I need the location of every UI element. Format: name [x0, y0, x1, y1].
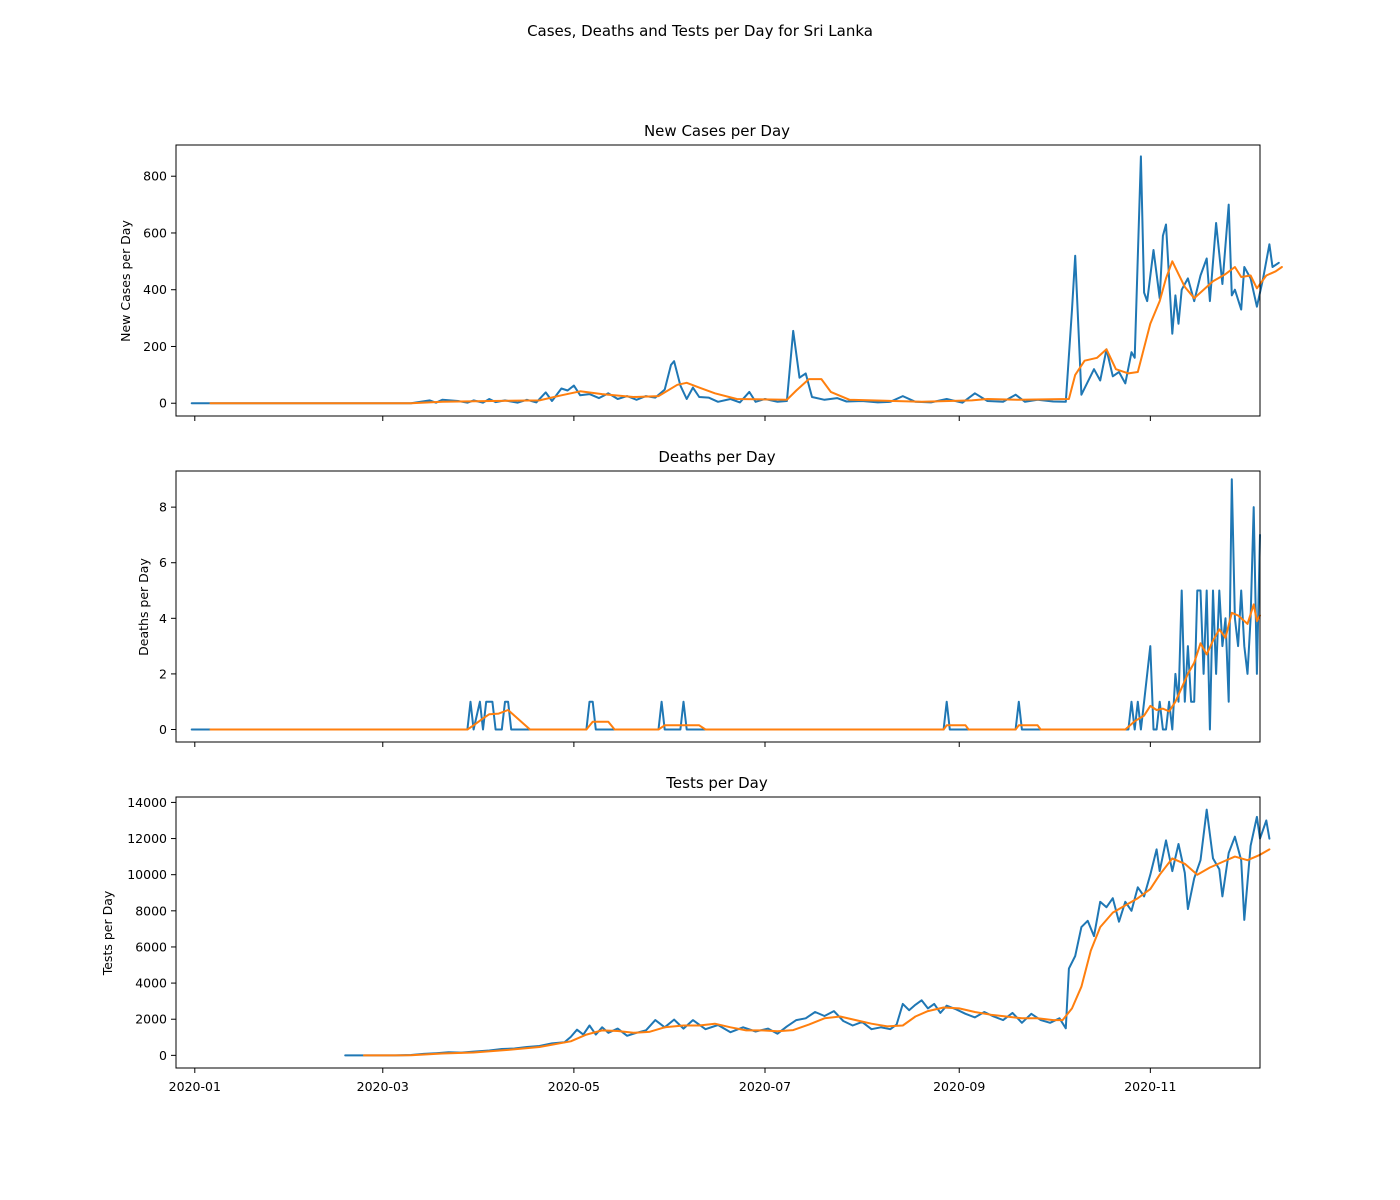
y-axis-label: Deaths per Day — [136, 558, 151, 656]
series-daily-line — [344, 808, 1271, 1057]
series-lines — [190, 478, 1261, 731]
y-tick-label: 2 — [159, 666, 167, 681]
y-tick-label: 12000 — [127, 831, 167, 846]
y-ticks: 0 200 400 600 800 — [143, 169, 176, 411]
x-tick-label: 2020-11 — [1124, 1079, 1176, 1094]
x-tick-label: 2020-03 — [357, 1079, 409, 1094]
series-rolling-average-line — [363, 848, 1271, 1057]
y-tick-label: 0 — [159, 1048, 167, 1063]
series-lines — [344, 808, 1271, 1057]
y-tick-label: 4 — [159, 611, 167, 626]
y-axis-label: New Cases per Day — [118, 220, 133, 342]
panel-title: Tests per Day — [665, 774, 768, 792]
x-ticks — [194, 416, 1151, 421]
panel-new-cases: New Cases per Day New Cases per Day 0 200… — [118, 122, 1283, 421]
plot-frame — [175, 470, 1261, 743]
figure-title: Cases, Deaths and Tests per Day for Sri … — [527, 22, 873, 40]
panel-tests: Tests per Day Tests per Day 0 2000 4000 600… — [100, 774, 1271, 1094]
y-tick-label: 6 — [159, 555, 167, 570]
y-tick-label: 8 — [159, 500, 167, 515]
plot-frame — [175, 144, 1261, 417]
x-ticks: 2020-01 2020-03 2020-05 2020-07 2020-09 2020-… — [169, 1068, 1176, 1094]
panel-deaths: Deaths per Day Deaths per Day 0 2 4 6 8 — [136, 448, 1261, 747]
series-daily-line — [190, 478, 1261, 731]
y-tick-label: 2000 — [135, 1012, 167, 1027]
series-rolling-average-line — [209, 603, 1261, 731]
x-tick-label: 2020-07 — [739, 1079, 791, 1094]
y-tick-label: 10000 — [127, 867, 167, 882]
y-axis-label: Tests per Day — [100, 890, 115, 976]
y-tick-label: 4000 — [135, 976, 167, 991]
y-tick-label: 0 — [159, 722, 167, 737]
y-tick-label: 0 — [159, 396, 167, 411]
x-ticks — [194, 742, 1151, 747]
series-lines — [190, 155, 1283, 405]
y-tick-label: 600 — [143, 225, 167, 240]
panel-title: New Cases per Day — [644, 122, 790, 140]
y-tick-label: 6000 — [135, 939, 167, 954]
y-tick-label: 800 — [143, 169, 167, 184]
panel-title: Deaths per Day — [658, 448, 775, 466]
series-rolling-average-line — [209, 260, 1283, 405]
x-tick-label: 2020-05 — [548, 1079, 600, 1094]
x-tick-label: 2020-01 — [169, 1079, 221, 1094]
y-ticks: 0 2 4 6 8 — [159, 500, 176, 737]
y-tick-label: 8000 — [135, 903, 167, 918]
x-tick-label: 2020-09 — [933, 1079, 985, 1094]
plot-frame — [175, 796, 1261, 1069]
y-tick-label: 200 — [143, 339, 167, 354]
y-tick-label: 400 — [143, 282, 167, 297]
y-tick-label: 14000 — [127, 795, 167, 810]
series-daily-line — [190, 155, 1280, 405]
y-ticks: 0 2000 4000 6000 8000 10000 12000 14000 — [127, 795, 176, 1063]
